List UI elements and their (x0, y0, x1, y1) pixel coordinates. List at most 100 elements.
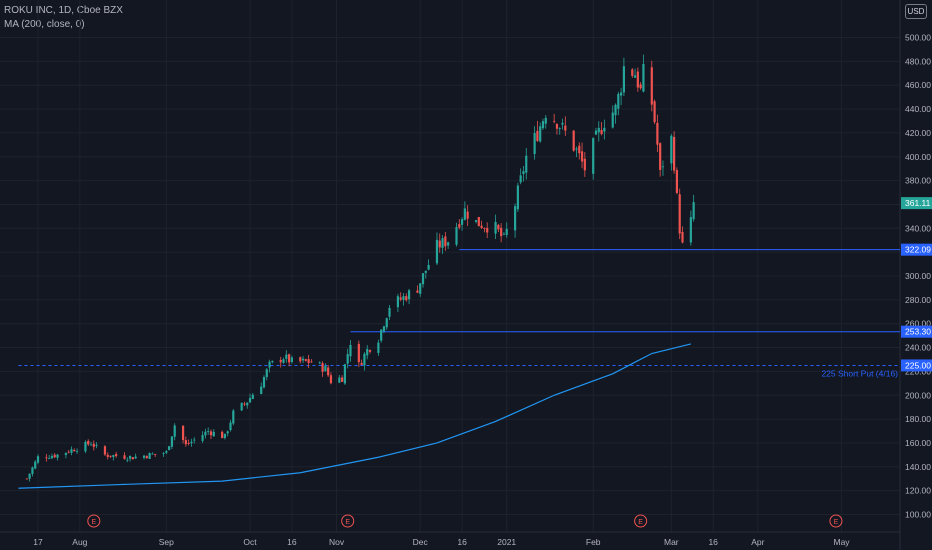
earnings-marker: E (638, 519, 643, 526)
candle-body (407, 290, 411, 300)
y-tick-label: 420.00 (905, 128, 931, 138)
candle-body (307, 359, 310, 364)
indicator-label[interactable]: MA (200, close, 0) (4, 19, 85, 30)
x-tick-label: Apr (751, 537, 764, 547)
candle-body (112, 455, 115, 457)
candle-body (36, 456, 40, 463)
candle-body (73, 450, 76, 452)
candle-body (377, 342, 380, 353)
candle-body (271, 360, 274, 363)
candle-body (385, 318, 388, 328)
candle-body (89, 444, 93, 446)
candle-body (466, 211, 469, 219)
candle-body (357, 343, 360, 363)
candle-body (84, 441, 87, 452)
candle-body (25, 478, 28, 480)
candle-body (486, 228, 489, 233)
x-tick-label: 16 (708, 537, 718, 547)
candle-body (670, 135, 673, 164)
candle-body (396, 296, 400, 308)
candle-body (416, 290, 419, 293)
level-price-label: 322.09 (905, 245, 931, 255)
earnings-marker: E (834, 519, 839, 526)
y-tick-label: 100.00 (905, 510, 931, 520)
candle-body (614, 104, 617, 116)
y-tick-label: 180.00 (905, 414, 931, 424)
candle-body (636, 71, 639, 88)
candle-body (265, 369, 268, 378)
y-tick-label: 440.00 (905, 104, 931, 114)
candle-body (168, 446, 171, 451)
y-tick-label: 300.00 (905, 271, 931, 281)
candle-body (516, 185, 519, 210)
candle-body (299, 357, 302, 362)
candle-body (34, 461, 37, 469)
candle-body (575, 148, 578, 150)
candle-body (304, 359, 307, 361)
candle-body (103, 446, 107, 455)
y-tick-label: 120.00 (905, 486, 931, 496)
candle-body (240, 402, 243, 411)
candle-body (131, 457, 134, 460)
candle-body (513, 206, 517, 231)
earnings-marker-circle (634, 514, 648, 528)
candle-body (474, 220, 478, 222)
candle-body (148, 453, 151, 459)
candle-body (458, 224, 461, 228)
candle-body (483, 228, 486, 229)
candle-body (363, 353, 366, 366)
candle-body (382, 326, 386, 332)
earnings-marker: E (91, 519, 96, 526)
level-price-tag (901, 243, 932, 256)
candle-body (128, 456, 132, 459)
candle-body (67, 451, 70, 453)
earnings-marker: E (345, 519, 350, 526)
y-tick-label: 380.00 (905, 176, 931, 186)
candle-body (519, 175, 522, 183)
candle-body (95, 444, 98, 446)
candle-body (572, 130, 575, 151)
candle-body (455, 227, 458, 245)
candle-body (678, 194, 681, 234)
candle-body (460, 219, 464, 225)
candle-body (53, 454, 56, 458)
candle-body (673, 136, 676, 171)
candle-body (617, 93, 620, 109)
candle-body (349, 344, 352, 357)
candle-body (505, 228, 508, 236)
candle-body (338, 377, 341, 383)
candle-body (427, 264, 430, 270)
candle-body (285, 354, 288, 359)
candle-body (70, 449, 73, 453)
x-tick-label: Feb (586, 537, 601, 547)
level-price-tag (901, 359, 932, 372)
y-tick-label: 400.00 (905, 152, 931, 162)
level-price-tag (901, 325, 932, 338)
candle-body (288, 354, 291, 363)
x-tick-label: Dec (413, 537, 429, 547)
candle-body (681, 231, 684, 243)
earnings-marker-circle (87, 514, 101, 528)
currency-button[interactable]: USD (905, 4, 927, 19)
candle-body (441, 238, 444, 248)
candle-body (620, 92, 623, 96)
candle-body (310, 361, 313, 363)
level-price-label: 225.00 (905, 360, 931, 370)
candle-body (343, 364, 346, 384)
candle-body (243, 403, 246, 405)
candle-body (151, 453, 154, 455)
candle-body (580, 151, 584, 162)
x-tick-label: Oct (243, 537, 257, 547)
candle-body (388, 307, 391, 317)
candle-body (539, 126, 542, 142)
candle-body (145, 456, 148, 458)
x-tick-label: Sep (159, 537, 174, 547)
last-price-label: 361.11 (905, 198, 931, 208)
earnings-marker-circle (829, 514, 843, 528)
candle-body (123, 455, 126, 459)
candle-body (661, 166, 665, 168)
candle-body (56, 454, 59, 458)
candle-body (154, 453, 157, 455)
candle-body (522, 171, 525, 174)
